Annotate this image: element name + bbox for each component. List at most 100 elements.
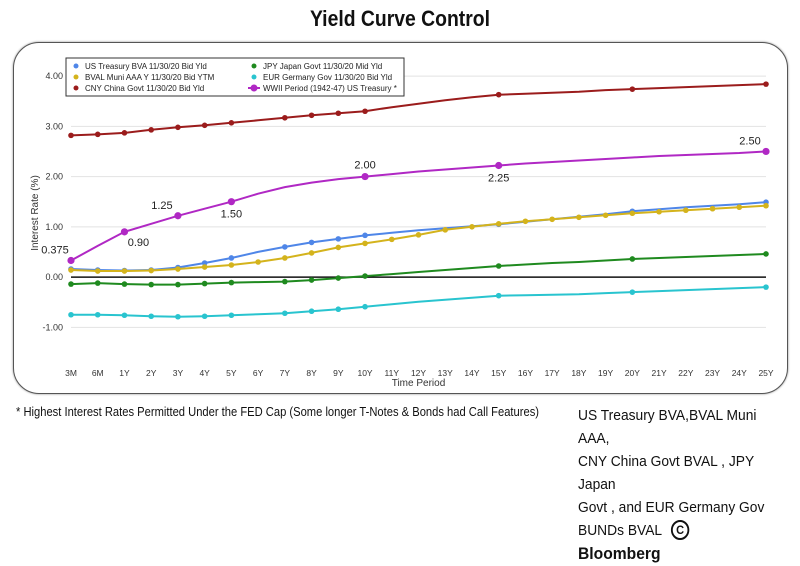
bloomberg-copyright-icon: C [670, 520, 690, 540]
series-line [70, 253, 767, 286]
source-note: US Treasury BVA,BVAL Muni AAA, CNY China… [578, 404, 773, 566]
x-tick-label: 21Y [652, 368, 667, 378]
data-point [762, 147, 770, 156]
data-point [495, 91, 502, 98]
x-tick-label: 6M [92, 368, 104, 378]
data-point [68, 311, 74, 318]
data-point [174, 212, 182, 220]
x-tick-label: 18Y [571, 368, 586, 378]
y-tick-label: 4.00 [45, 71, 63, 81]
data-point [201, 122, 208, 129]
data-point [308, 250, 315, 256]
data-point [201, 313, 208, 320]
data-point [763, 202, 769, 209]
chart-title: Yield Curve Control [309, 6, 490, 31]
legend-marker [73, 63, 79, 69]
x-tick-label: 3M [65, 368, 77, 378]
x-tick-label: 19Y [598, 368, 613, 378]
x-tick-label: 20Y [625, 368, 640, 378]
data-point [362, 108, 368, 115]
data-point [201, 280, 208, 287]
x-tick-label: 10Y [357, 368, 372, 378]
data-point [469, 224, 475, 230]
series-line [70, 83, 767, 137]
legend-label: CNY China Govt 11/30/20 Bid Yld [85, 84, 204, 93]
x-tick-label: 4Y [199, 368, 210, 378]
data-point [576, 214, 582, 221]
legend-label: JPY Japan Govt 11/30/20 Mid Yld [263, 62, 382, 71]
legend-marker [250, 84, 258, 92]
legend-marker [73, 74, 79, 80]
y-tick-label: -1.00 [42, 322, 63, 332]
data-point [94, 131, 101, 138]
data-point [94, 280, 101, 286]
x-tick-label: 8Y [306, 368, 317, 378]
x-tick-label: 25Y [758, 368, 773, 378]
x-tick-label: 16Y [518, 368, 533, 378]
data-point [227, 198, 235, 206]
data-point [94, 268, 101, 274]
data-point [308, 239, 315, 246]
data-point [335, 306, 342, 313]
data-point [763, 251, 769, 257]
data-label: 2.25 [488, 173, 509, 185]
data-point [175, 266, 181, 272]
data-point [335, 236, 342, 242]
x-tick-label: 3Y [173, 368, 184, 378]
data-point [629, 256, 636, 262]
data-point [228, 120, 235, 126]
data-point [282, 310, 288, 317]
data-point [67, 256, 75, 265]
data-point [362, 273, 368, 279]
x-axis-title: Time Period [392, 378, 446, 389]
data-point [175, 281, 181, 288]
x-tick-label: 5Y [226, 368, 237, 378]
legend-label: US Treasury BVA 11/30/20 Bid Yld [85, 62, 207, 71]
data-point [121, 130, 128, 136]
x-tick-label: 23Y [705, 368, 720, 378]
series-line [70, 201, 767, 272]
data-point [549, 216, 555, 223]
data-point [282, 255, 288, 261]
data-point [228, 255, 235, 261]
data-point [495, 161, 503, 170]
data-point [709, 205, 716, 212]
data-point [120, 228, 129, 236]
data-point [175, 313, 181, 320]
footnote: * Highest Interest Rates Permitted Under… [16, 404, 540, 419]
data-point [495, 263, 502, 269]
x-tick-label: 15Y [491, 368, 506, 378]
data-point [228, 312, 235, 319]
data-label: 1.50 [221, 209, 242, 221]
data-point [201, 260, 208, 266]
data-point [148, 281, 154, 288]
data-point [362, 240, 368, 247]
data-point [629, 210, 636, 217]
data-point [68, 132, 74, 139]
data-point [228, 279, 235, 286]
y-axis-title: Interest Rate (%) [30, 175, 41, 251]
data-label: 2.50 [739, 135, 760, 147]
chart-frame: -1.00 0.00 1.00 2.00 3.00 4.00 3M 6M 1Y 2Y 3Y 4Y 5Y 6… [13, 42, 788, 394]
x-tick-label: 12Y [411, 368, 426, 378]
x-tick-label: 13Y [438, 368, 453, 378]
y-tick-label: 3.00 [45, 121, 63, 131]
data-label: 0.90 [128, 237, 149, 249]
x-tick-label: 17Y [545, 368, 560, 378]
data-point [68, 281, 74, 287]
yield-curve-chart: -1.00 0.00 1.00 2.00 3.00 4.00 3M 6M 1Y 2Y 3Y 4Y 5Y 6… [30, 57, 774, 389]
data-point [522, 218, 529, 225]
x-tick-label: 11Y [385, 368, 400, 378]
legend-marker [251, 74, 257, 80]
x-tick-label: 6Y [253, 368, 264, 378]
data-point [282, 278, 288, 285]
source-line-1: US Treasury BVA,BVAL Muni AAA, [578, 407, 757, 447]
data-label: 2.00 [354, 160, 375, 172]
data-point [656, 208, 662, 215]
data-point [148, 267, 154, 274]
source-line-4: BUNDs BVAL C Bloomberg [578, 519, 773, 566]
x-tick-label: 7Y [280, 368, 291, 378]
bloomberg-logo: Bloomberg [578, 544, 661, 563]
data-point [415, 232, 422, 238]
data-point [121, 312, 128, 319]
